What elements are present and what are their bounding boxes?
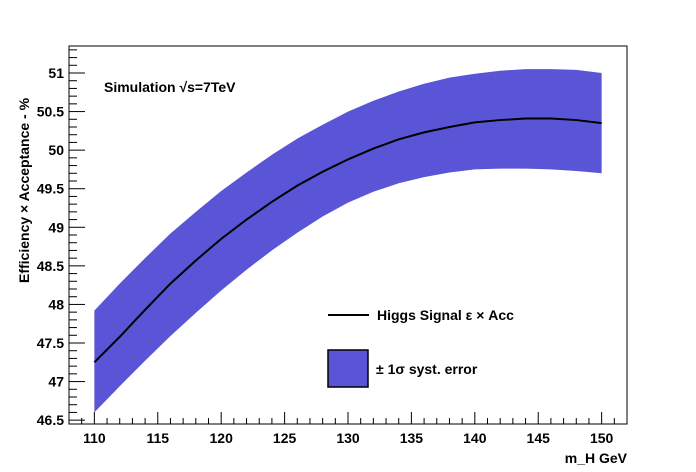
x-tick-label: 150 bbox=[590, 430, 614, 446]
x-tick-label: 120 bbox=[210, 430, 234, 446]
y-tick-label: 48.5 bbox=[37, 258, 64, 274]
signal-efficiency-line bbox=[93, 117, 602, 363]
y-tick-label: 50.5 bbox=[37, 104, 64, 120]
y-tick-label: 49 bbox=[48, 219, 64, 235]
y-tick-label: 47.5 bbox=[37, 335, 64, 351]
y-tick-label: 48 bbox=[48, 296, 64, 312]
y-tick-label: 49.5 bbox=[37, 181, 64, 197]
axes: 110 115 120 125 130 135 140 145 150 46.5 47 47.5 48 4… bbox=[37, 45, 628, 446]
x-tick-label: 140 bbox=[463, 430, 487, 446]
annotation: Simulation √s=7TeV bbox=[104, 79, 236, 95]
plot-area bbox=[93, 69, 602, 413]
simulation-annotation: Simulation √s=7TeV bbox=[104, 79, 236, 95]
y-axis-title: Efficiency × Acceptance - % bbox=[16, 97, 32, 283]
x-tick-label: 115 bbox=[146, 430, 169, 446]
legend-label-signal: Higgs Signal ε × Acc bbox=[377, 307, 514, 323]
x-tick-label: 125 bbox=[273, 430, 297, 446]
legend-band-swatch bbox=[327, 349, 369, 388]
y-tick-label: 50 bbox=[48, 142, 64, 158]
x-tick-label: 135 bbox=[400, 430, 424, 446]
x-tick-label: 145 bbox=[527, 430, 551, 446]
legend: Higgs Signal ε × Acc ± 1σ syst. error bbox=[327, 307, 514, 388]
y-tick-label: 51 bbox=[48, 65, 64, 81]
x-tick-label: 110 bbox=[83, 430, 106, 446]
syst-error-band bbox=[94, 69, 602, 413]
y-tick-label: 47 bbox=[48, 374, 64, 390]
legend-label-syst-error: ± 1σ syst. error bbox=[376, 361, 478, 377]
y-tick-label: 46.5 bbox=[37, 412, 64, 428]
x-tick-label: 130 bbox=[336, 430, 360, 446]
x-axis-title: m_H GeV bbox=[565, 450, 628, 466]
